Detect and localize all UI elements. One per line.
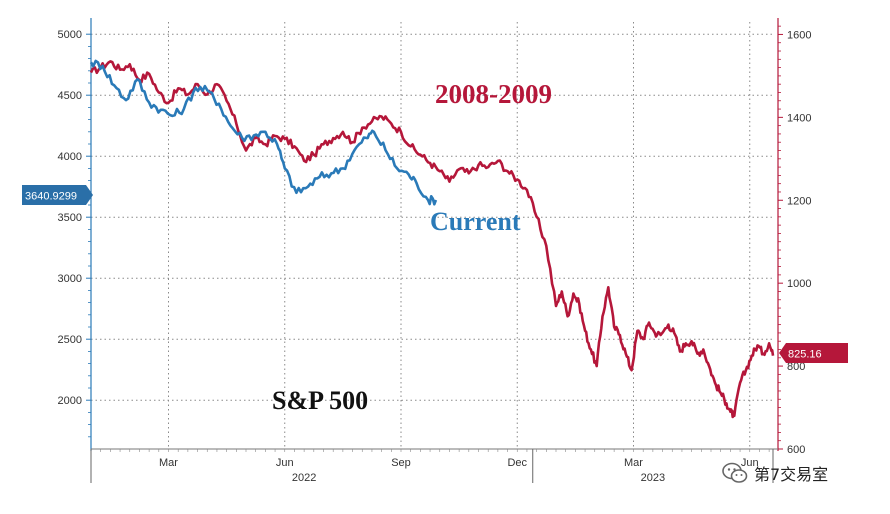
left-axis-tick-label: 4000	[58, 151, 82, 163]
watermark-text: 第7交易室	[754, 465, 829, 484]
right-axis-tick-label: 1400	[787, 112, 811, 124]
grid-layer	[91, 22, 773, 449]
series-line-2008-2009	[89, 60, 775, 419]
right-axis-tick-label: 1200	[787, 195, 811, 207]
x-axis-year-label: 2022	[292, 472, 316, 484]
badge-layer: 3640.9299 825.16	[22, 185, 848, 363]
right-axis-tick-label: 1000	[787, 278, 811, 290]
x-axis-month-label: Mar	[624, 457, 643, 469]
x-axis-month-label: Jun	[276, 457, 294, 469]
right-value-badge: 825.16	[779, 343, 848, 363]
left-axis-tick-label: 3000	[58, 273, 82, 285]
left-value-badge-text: 3640.9299	[25, 191, 77, 203]
x-axis-month-label: Mar	[159, 457, 178, 469]
wechat-icon	[722, 462, 748, 484]
left-axis-tick-label: 5000	[58, 29, 82, 41]
right-axis-tick-label: 600	[787, 444, 805, 456]
series-label-2008-2009: 2008-2009	[435, 79, 552, 109]
left-axis-tick-label: 3500	[58, 212, 82, 224]
left-axis-tick-label: 4500	[58, 90, 82, 102]
axis-layer: 2000 2500 3000 3500 4000 4500 5000 600 800 1000 12…	[58, 18, 811, 484]
label-layer: 2008-2009 Current S&P 500	[272, 79, 552, 415]
series-label-current: Current	[430, 207, 521, 236]
x-axis-month-label: Dec	[507, 457, 527, 469]
series-line-current	[89, 59, 438, 206]
left-axis-tick-label: 2500	[58, 334, 82, 346]
watermark: 第7交易室	[722, 458, 828, 488]
x-axis-month-label: Jun	[741, 457, 759, 469]
x-axis-year-label: 2023	[641, 472, 665, 484]
series-layer	[89, 59, 775, 419]
right-value-badge-text: 825.16	[788, 349, 822, 361]
right-axis-tick-label: 800	[787, 361, 805, 373]
left-axis-tick-label: 2000	[58, 395, 82, 407]
left-value-badge: 3640.9299	[22, 185, 93, 205]
x-axis-month-label: Sep	[391, 457, 411, 469]
right-axis-tick-label: 1600	[787, 29, 811, 41]
chart-title: S&P 500	[272, 386, 368, 415]
